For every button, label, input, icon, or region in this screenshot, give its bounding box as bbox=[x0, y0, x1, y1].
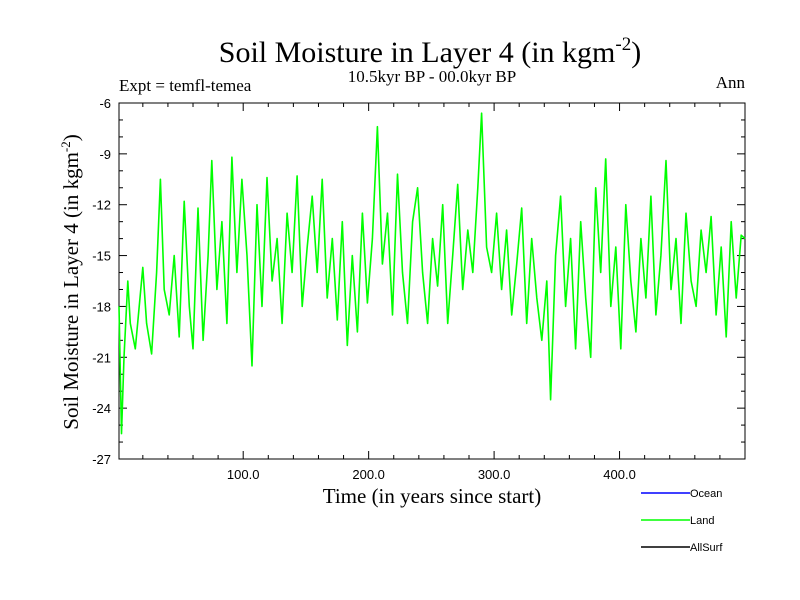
legend-label-allsurf: AllSurf bbox=[690, 542, 723, 554]
y-tick-label: -18 bbox=[92, 299, 111, 314]
y-tick-label: -12 bbox=[92, 198, 111, 213]
legend-label-ocean: Ocean bbox=[690, 488, 722, 500]
legend: Ocean Land AllSurf bbox=[641, 488, 723, 554]
y-tick-label: -6 bbox=[99, 96, 111, 111]
y-tick-labels: -6 -9 -12 -15 -18 -21 -24 -27 bbox=[92, 96, 111, 467]
y-axis-label: Soil Moisture in Layer 4 (in kgm-2) bbox=[58, 134, 83, 429]
experiment-label: Expt = temfl-temea bbox=[119, 76, 252, 95]
period-label: 10.5kyr BP - 00.0kyr BP bbox=[348, 67, 516, 86]
y-tick-label: -24 bbox=[92, 401, 111, 416]
x-tick-label: 300.0 bbox=[478, 467, 511, 482]
axis-ticks bbox=[119, 102, 745, 460]
series-land-line bbox=[118, 112, 746, 435]
season-label: Ann bbox=[716, 73, 746, 92]
x-axis-label: Time (in years since start) bbox=[323, 484, 542, 508]
chart-title: Soil Moisture in Layer 4 (in kgm-2) bbox=[219, 34, 641, 69]
x-tick-label: 100.0 bbox=[227, 467, 260, 482]
y-tick-label: -27 bbox=[92, 452, 111, 467]
y-tick-label: -21 bbox=[92, 350, 111, 365]
x-tick-labels: 100.0 200.0 300.0 400.0 bbox=[227, 467, 636, 482]
y-tick-label: -15 bbox=[92, 249, 111, 264]
y-tick-label: -9 bbox=[99, 147, 111, 162]
legend-label-land: Land bbox=[690, 515, 714, 527]
plot-frame bbox=[118, 102, 746, 460]
x-tick-label: 200.0 bbox=[352, 467, 385, 482]
x-tick-label: 400.0 bbox=[603, 467, 636, 482]
